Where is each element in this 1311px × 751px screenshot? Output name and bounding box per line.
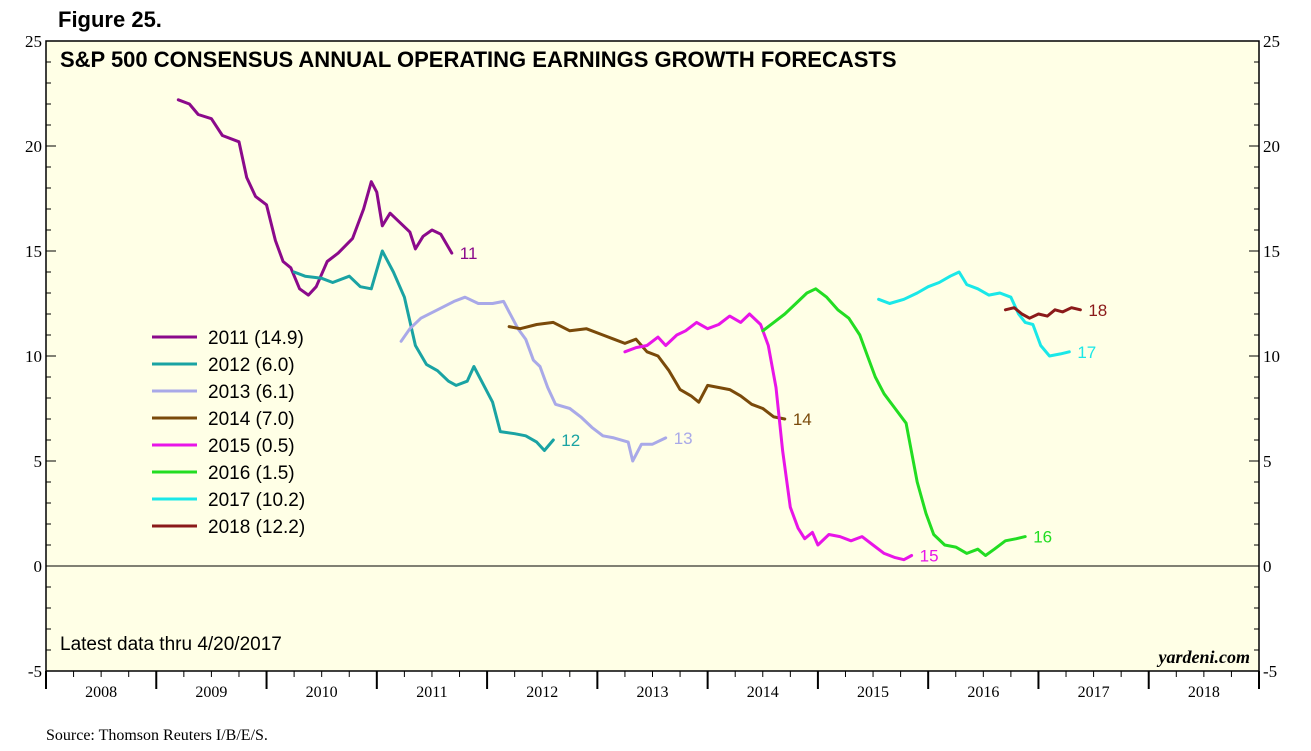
- y-tick-label-right: 15: [1263, 242, 1280, 261]
- series-end-label-13: 13: [674, 429, 693, 448]
- x-year-label: 2012: [526, 684, 558, 701]
- legend-label-14: 2014 (7.0): [208, 409, 295, 430]
- series-line-16: [761, 287, 1027, 557]
- series-end-label-14: 14: [793, 410, 812, 429]
- source-note: Source: Thomson Reuters I/B/E/S.: [46, 727, 268, 744]
- series-end-label-18: 18: [1088, 301, 1107, 320]
- y-tick-label-right: 5: [1263, 452, 1272, 471]
- legend: 2011 (14.9) 2012 (6.0) 2013 (6.1) 2014 (7.0…: [152, 328, 305, 538]
- x-axis: 2008 2009 2010 2011 2012 2013 2014 2015 2016 2017…: [45, 671, 1260, 701]
- x-year-label: 2015: [857, 684, 889, 701]
- x-year-label: 2009: [195, 684, 227, 701]
- legend-label-18: 2018 (12.2): [208, 517, 305, 538]
- legend-label-11: 2011 (14.9): [208, 328, 304, 349]
- series-line-17: [877, 270, 1071, 358]
- x-year-label: 2016: [967, 684, 999, 701]
- y-tick-label-right: 20: [1263, 137, 1280, 156]
- x-year-label: 2010: [306, 684, 338, 701]
- x-year-label: 2017: [1078, 684, 1110, 701]
- y-tick-label-left: 25: [25, 32, 42, 51]
- series-line-13: [399, 295, 668, 463]
- legend-label-13: 2013 (6.1): [208, 382, 295, 403]
- series-end-label-12: 12: [561, 431, 580, 450]
- legend-label-16: 2016 (1.5): [208, 463, 295, 484]
- series-end-label-15: 15: [920, 547, 939, 566]
- x-year-label: 2013: [637, 684, 669, 701]
- y-tick-label-right: 0: [1263, 557, 1272, 576]
- x-year-label: 2008: [85, 684, 117, 701]
- brand-mark: yardeni.com: [1157, 647, 1251, 667]
- figure-label: Figure 25.: [58, 7, 162, 32]
- series-line-11: [176, 98, 454, 297]
- y-tick-label-left: 10: [25, 347, 42, 366]
- y-tick-label-left: 20: [25, 137, 42, 156]
- series-lines: [176, 98, 1082, 562]
- legend-label-17: 2017 (10.2): [208, 490, 305, 511]
- chart-title: S&P 500 CONSENSUS ANNUAL OPERATING EARNI…: [60, 47, 897, 72]
- y-tick-label-left: 15: [25, 242, 42, 261]
- series-end-label-17: 17: [1077, 343, 1096, 362]
- y-tick-label-right: 10: [1263, 347, 1280, 366]
- legend-label-15: 2015 (0.5): [208, 436, 295, 457]
- latest-data-note: Latest data thru 4/20/2017: [60, 634, 282, 655]
- y-tick-label-right: -5: [1263, 662, 1277, 681]
- x-year-label: 2011: [416, 684, 447, 701]
- y-tick-label-right: 25: [1263, 32, 1280, 51]
- series-end-label-16: 16: [1033, 528, 1052, 547]
- y-axis-right: -5 0 5 10 15 20 25: [1249, 32, 1280, 681]
- series-line-12: [292, 249, 555, 452]
- series-line-15: [623, 312, 914, 562]
- y-tick-label-left: 5: [34, 452, 43, 471]
- legend-label-12: 2012 (6.0): [208, 355, 295, 376]
- y-tick-label-left: 0: [34, 557, 43, 576]
- series-end-label-11: 11: [460, 244, 478, 263]
- series-line-14: [507, 320, 787, 421]
- y-axis-left: -5 0 5 10 15 20 25: [25, 32, 56, 681]
- series-line-18: [1003, 306, 1082, 320]
- x-year-label: 2014: [747, 684, 779, 701]
- x-year-label: 2018: [1188, 684, 1220, 701]
- y-tick-label-left: -5: [28, 662, 42, 681]
- series-end-labels: 11 12 13 14 15 16 17 18: [460, 244, 1107, 565]
